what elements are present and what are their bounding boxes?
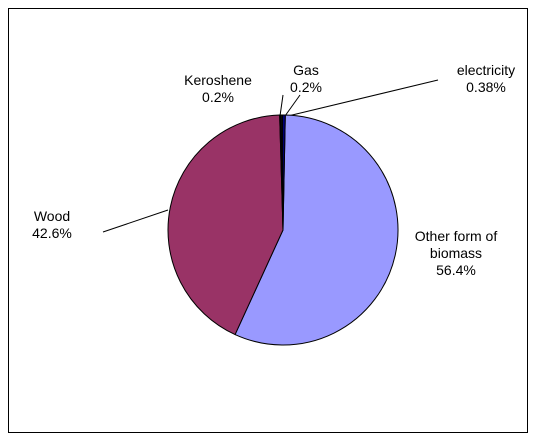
category-label: Gas <box>293 62 319 78</box>
leader-line <box>287 79 439 117</box>
leader-line <box>279 94 284 117</box>
slice-label: Keroshene 0.2% <box>173 72 263 106</box>
category-label: Wood <box>33 208 71 224</box>
value-label: 0.2% <box>290 79 322 95</box>
value-label: 42.6% <box>32 225 72 241</box>
slice-label: Other form of biomass 56.4% <box>411 228 501 279</box>
category-label: Keroshene <box>184 72 252 88</box>
category-label: electricity <box>456 62 516 78</box>
leader-line <box>284 94 301 117</box>
leader-line <box>102 209 169 233</box>
value-label: 0.38% <box>466 79 506 95</box>
pie-slice <box>282 114 286 231</box>
value-label: 56.4% <box>436 262 476 278</box>
pie-slice <box>234 114 399 346</box>
slice-label: Gas 0.2% <box>276 62 336 96</box>
value-label: 0.2% <box>202 89 234 105</box>
pie-slice <box>167 114 284 336</box>
category-label: Other form of biomass <box>414 228 498 261</box>
slice-label: electricity 0.38% <box>441 62 531 96</box>
slice-label: Wood 42.6% <box>12 208 92 242</box>
leader-lines <box>102 79 439 233</box>
